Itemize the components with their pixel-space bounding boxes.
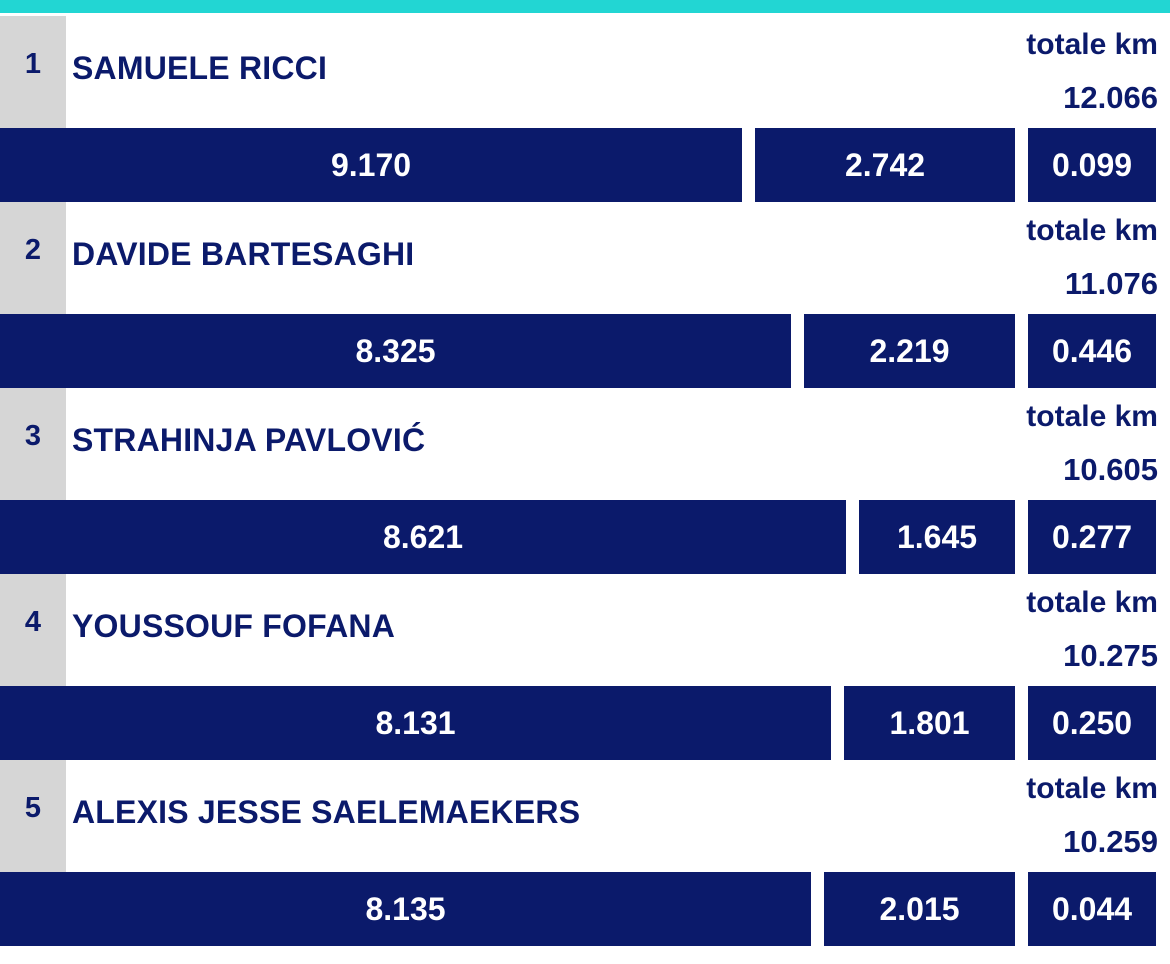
bar-segment-1: 8.135 — [0, 872, 811, 946]
bar-value-label: 8.131 — [375, 704, 456, 741]
rank-number: 2 — [24, 234, 42, 266]
bar-value-label: 0.044 — [1051, 890, 1133, 927]
top-accent-stripe — [0, 0, 1170, 13]
bar-segment-3: 0.277 — [1028, 500, 1156, 574]
bar-value-label: 2.219 — [869, 332, 950, 369]
bar-value-label: 0.250 — [1051, 704, 1133, 741]
bar-segment-1: 8.325 — [0, 314, 791, 388]
bar-value-label: 8.135 — [365, 890, 446, 927]
bar-value-label: 0.099 — [1051, 146, 1133, 183]
bar-value-label: 8.325 — [355, 332, 436, 369]
bar-segment-3: 0.099 — [1028, 128, 1156, 202]
player-name: ALEXIS JESSE SAELEMAEKERS — [72, 794, 581, 830]
bar-value-label: 8.621 — [382, 518, 464, 555]
total-km-label: totale km — [1026, 400, 1158, 433]
rank-number: 5 — [24, 792, 42, 824]
bar-segment-2: 1.801 — [844, 686, 1015, 760]
bar-segment-2: 1.645 — [859, 500, 1015, 574]
bar-value-label: 0.277 — [1051, 518, 1133, 555]
bar-segment-3: 0.044 — [1028, 872, 1156, 946]
bar-value-label: 2.742 — [844, 146, 926, 183]
total-km-label: totale km — [1026, 214, 1158, 247]
player-name: DAVIDE BARTESAGHI — [72, 236, 415, 272]
player-name: SAMUELE RICCI — [72, 50, 328, 86]
rank-column — [0, 760, 66, 872]
bar-value-label: 2.015 — [879, 890, 960, 927]
bar-segment-3: 0.250 — [1028, 686, 1156, 760]
bar-segment-3: 0.446 — [1028, 314, 1156, 388]
player-name: YOUSSOUF FOFANA — [72, 608, 396, 644]
rank-number: 3 — [24, 420, 42, 452]
total-km-value: 10.275 — [1063, 638, 1158, 673]
player-name: STRAHINJA PAVLOVIĆ — [72, 422, 426, 458]
bar-value-label: 0.446 — [1051, 332, 1133, 369]
rank-number: 4 — [24, 606, 42, 638]
rank-number: 1 — [24, 48, 42, 80]
total-km-label: totale km — [1026, 586, 1158, 619]
rank-column — [0, 16, 66, 128]
bar-segment-1: 9.170 — [0, 128, 742, 202]
total-km-value: 11.076 — [1064, 266, 1158, 301]
total-km-value: 10.259 — [1063, 824, 1158, 859]
bar-value-label: 9.170 — [330, 146, 412, 183]
total-km-value: 12.066 — [1063, 80, 1158, 115]
bar-segment-1: 8.131 — [0, 686, 831, 760]
bar-segment-1: 8.621 — [0, 500, 846, 574]
rank-column — [0, 202, 66, 314]
total-km-value: 10.605 — [1063, 452, 1158, 487]
bar-segment-2: 2.015 — [824, 872, 1015, 946]
bar-segment-2: 2.219 — [804, 314, 1015, 388]
bar-segment-2: 2.742 — [755, 128, 1015, 202]
bar-value-label: 1.801 — [889, 704, 970, 741]
rank-column — [0, 574, 66, 686]
total-km-label: totale km — [1026, 28, 1158, 61]
rank-column — [0, 388, 66, 500]
total-km-label: totale km — [1026, 772, 1158, 805]
bar-value-label: 1.645 — [896, 518, 978, 555]
